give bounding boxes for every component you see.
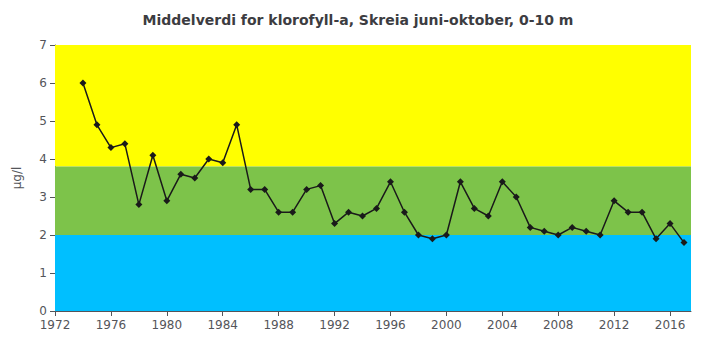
svg-text:1988: 1988 bbox=[263, 318, 294, 332]
svg-text:5: 5 bbox=[39, 114, 47, 128]
svg-text:1996: 1996 bbox=[375, 318, 406, 332]
svg-text:1972: 1972 bbox=[40, 318, 71, 332]
svg-text:2: 2 bbox=[39, 228, 47, 242]
svg-text:Middelverdi for klorofyll-a, S: Middelverdi for klorofyll-a, Skreia juni… bbox=[143, 12, 574, 28]
svg-text:2016: 2016 bbox=[655, 318, 686, 332]
svg-text:2000: 2000 bbox=[431, 318, 462, 332]
svg-text:1: 1 bbox=[39, 266, 47, 280]
svg-text:2004: 2004 bbox=[487, 318, 518, 332]
svg-text:1984: 1984 bbox=[207, 318, 238, 332]
svg-text:1976: 1976 bbox=[96, 318, 127, 332]
svg-text:0: 0 bbox=[39, 304, 47, 318]
svg-text:4: 4 bbox=[39, 152, 47, 166]
svg-text:6: 6 bbox=[39, 76, 47, 90]
svg-text:2008: 2008 bbox=[543, 318, 574, 332]
svg-text:1992: 1992 bbox=[319, 318, 350, 332]
svg-text:2012: 2012 bbox=[599, 318, 630, 332]
svg-text:1980: 1980 bbox=[152, 318, 183, 332]
svg-text:μg/l: μg/l bbox=[10, 167, 24, 190]
svg-text:3: 3 bbox=[39, 190, 47, 204]
svg-text:7: 7 bbox=[39, 38, 47, 52]
